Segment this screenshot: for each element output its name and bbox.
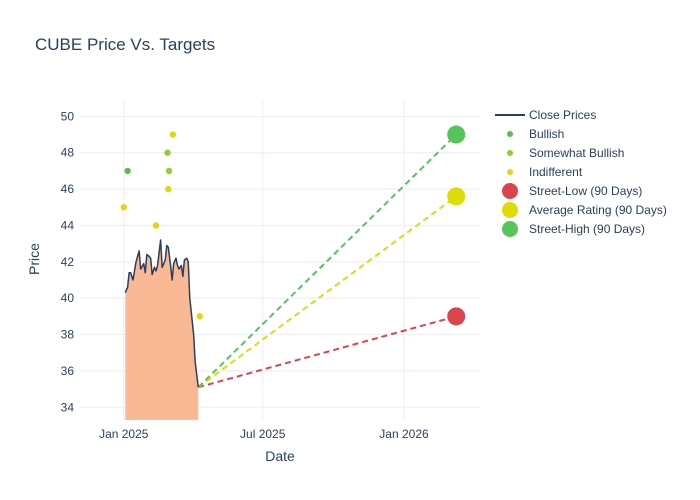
legend-item[interactable]: Indifferent xyxy=(507,165,583,179)
legend-item[interactable]: Close Prices xyxy=(495,108,596,122)
close-price-area xyxy=(125,240,199,420)
target-line xyxy=(197,133,457,388)
legend-label: Average Rating (90 Days) xyxy=(529,203,667,217)
axes: 34 36 38 40 42 44 46 48 50 Jan 2025 Jul 2025 Jan 20… xyxy=(61,109,429,441)
y-tick-label: 50 xyxy=(61,109,75,123)
y-tick-label: 38 xyxy=(61,328,75,342)
x-tick-label: Jan 2025 xyxy=(99,427,149,441)
plot-area xyxy=(120,125,466,420)
legend-swatch-marker xyxy=(502,183,518,199)
target-point xyxy=(447,187,466,206)
target-point xyxy=(447,307,466,326)
y-tick-label: 48 xyxy=(61,146,75,160)
chart-title: CUBE Price Vs. Targets xyxy=(35,35,215,54)
rating-point xyxy=(165,167,173,175)
legend-label: Street-High (90 Days) xyxy=(529,222,645,236)
legend-item[interactable]: Somewhat Bullish xyxy=(507,146,624,160)
rating-point xyxy=(164,149,171,156)
target-line xyxy=(197,195,457,389)
rating-point xyxy=(169,131,177,138)
rating-point xyxy=(165,185,172,193)
y-tick-label: 40 xyxy=(61,291,75,305)
legend-item[interactable]: Street-High (90 Days) xyxy=(502,221,645,237)
legend-item[interactable]: Average Rating (90 Days) xyxy=(502,202,667,218)
legend-swatch-marker xyxy=(507,131,513,137)
y-tick-label: 44 xyxy=(61,218,75,232)
y-tick-label: 36 xyxy=(61,364,75,378)
legend-label: Close Prices xyxy=(529,108,596,122)
legend-item[interactable]: Street-Low (90 Days) xyxy=(502,183,642,199)
x-axis-title: Date xyxy=(265,448,295,464)
rating-point xyxy=(124,167,131,175)
legend-label: Somewhat Bullish xyxy=(529,146,624,160)
legend-swatch-marker xyxy=(502,221,518,237)
legend[interactable]: Close Prices Bullish Somewhat Bullish Indif… xyxy=(495,108,667,237)
legend-label: Bullish xyxy=(529,127,564,141)
y-tick-label: 46 xyxy=(61,182,75,196)
x-tick-label: Jan 2026 xyxy=(379,427,429,441)
target-point xyxy=(447,125,466,144)
rating-point xyxy=(120,204,127,211)
legend-label: Indifferent xyxy=(529,165,583,179)
legend-item[interactable]: Bullish xyxy=(507,127,564,141)
legend-swatch-marker xyxy=(507,150,513,156)
legend-label: Street-Low (90 Days) xyxy=(529,184,642,198)
y-axis-title: Price xyxy=(26,243,42,275)
legend-swatch-marker xyxy=(507,169,513,175)
close-price-line xyxy=(124,239,199,388)
y-tick-label: 42 xyxy=(61,255,75,269)
x-tick-label: Jul 2025 xyxy=(240,427,286,441)
rating-point xyxy=(196,313,203,320)
rating-point xyxy=(152,222,160,229)
target-line xyxy=(197,315,457,389)
y-tick-label: 34 xyxy=(61,400,75,414)
legend-swatch-marker xyxy=(502,202,518,218)
